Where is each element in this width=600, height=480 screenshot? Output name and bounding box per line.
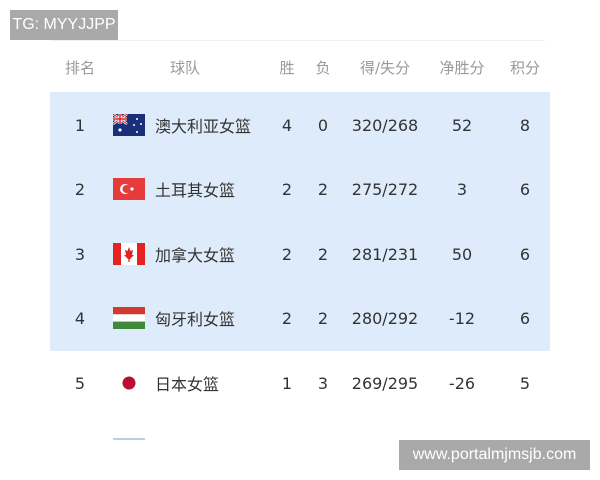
divider (113, 438, 145, 440)
score: 269/295 (351, 373, 419, 393)
score: 281/231 (351, 244, 419, 264)
header-wins: 胜 (279, 58, 295, 77)
wins: 1 (281, 373, 293, 393)
points: 6 (519, 308, 531, 328)
losses: 2 (317, 179, 329, 199)
losses: 0 (317, 115, 329, 135)
rank: 1 (74, 115, 86, 135)
watermark-bottom-right: www.portalmjmsjb.com (399, 440, 590, 470)
watermark-top-left: TG: MYYJJPP (10, 10, 118, 40)
rank: 4 (74, 308, 86, 328)
wins: 4 (281, 115, 293, 135)
header-rank: 排名 (64, 58, 95, 77)
net-points: 3 (456, 179, 468, 199)
losses: 2 (317, 308, 329, 328)
team-name: 土耳其女篮 (155, 181, 236, 200)
team-name: 匈牙利女篮 (155, 310, 236, 329)
table-row[interactable]: 5 日本女篮 1 3 269/295 -26 5 (50, 351, 550, 415)
table-row[interactable]: 1 澳大利亚女篮 4 0 320/268 52 8 (50, 93, 550, 157)
hungary-flag-icon (112, 286, 146, 350)
canada-flag-icon (112, 222, 146, 286)
score: 320/268 (351, 115, 419, 135)
losses: 2 (317, 244, 329, 264)
table-row[interactable]: 3 加拿大女篮 2 2 281/231 50 6 (50, 222, 550, 286)
wins: 2 (281, 308, 293, 328)
wins: 2 (281, 244, 293, 264)
net-points: -26 (448, 373, 476, 393)
rank: 2 (74, 179, 86, 199)
points: 6 (519, 244, 531, 264)
net-points: 50 (451, 244, 473, 264)
header-losses: 负 (315, 58, 331, 77)
points: 6 (519, 179, 531, 199)
divider (50, 40, 545, 41)
losses: 3 (317, 373, 329, 393)
rank: 5 (74, 373, 86, 393)
japan-flag-icon (112, 351, 146, 415)
table-header: 排名 球队 胜 负 得/失分 净胜分 积分 (50, 35, 550, 99)
australia-flag-icon (112, 93, 146, 157)
header-points: 积分 (509, 58, 540, 77)
score: 275/272 (351, 179, 419, 199)
team-name: 日本女篮 (155, 375, 220, 394)
table-row[interactable]: 4 匈牙利女篮 2 2 280/292 -12 6 (50, 286, 550, 350)
score: 280/292 (351, 308, 419, 328)
turkey-flag-icon (112, 157, 146, 221)
table-row[interactable]: 2 土耳其女篮 2 2 275/272 3 6 (50, 157, 550, 221)
header-net: 净胜分 (439, 58, 485, 77)
rank: 3 (74, 244, 86, 264)
net-points: 52 (451, 115, 473, 135)
wins: 2 (281, 179, 293, 199)
team-name: 加拿大女篮 (155, 246, 236, 265)
points: 8 (519, 115, 531, 135)
net-points: -12 (448, 308, 476, 328)
header-team: 球队 (169, 58, 200, 77)
header-score: 得/失分 (359, 58, 411, 77)
team-name: 澳大利亚女篮 (155, 117, 252, 136)
points: 5 (519, 373, 531, 393)
